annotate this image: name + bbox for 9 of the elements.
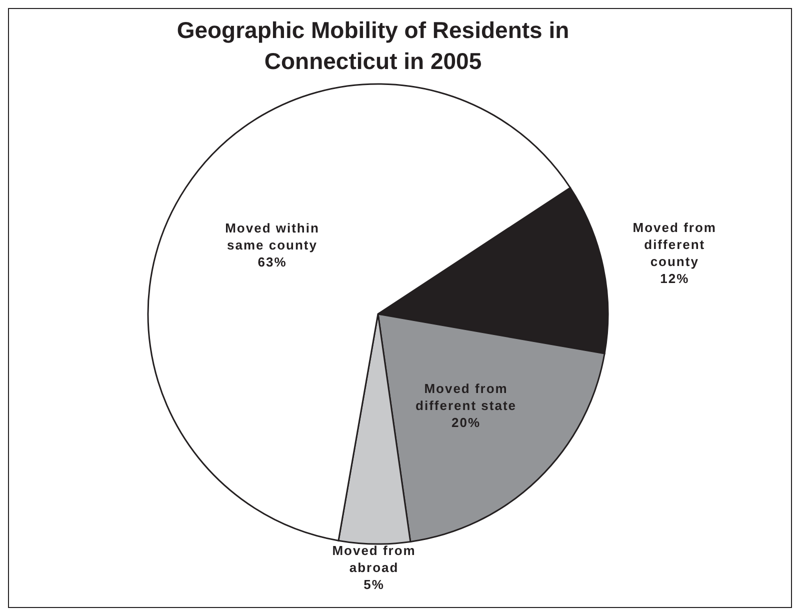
data-label: 20% [452, 414, 481, 430]
slice-label: Moved from different county [632, 220, 716, 270]
data-label: 63% [258, 254, 287, 270]
slice-label: Moved from abroad [332, 542, 416, 575]
chart-title: Geographic Mobility of Residents in Connecticut in 2005 [176, 16, 570, 76]
data-label: 5% [364, 576, 384, 592]
slice-label: Moved within same county [225, 220, 320, 253]
data-label: 12% [660, 271, 690, 286]
slice-label: Moved from different state [416, 380, 517, 413]
